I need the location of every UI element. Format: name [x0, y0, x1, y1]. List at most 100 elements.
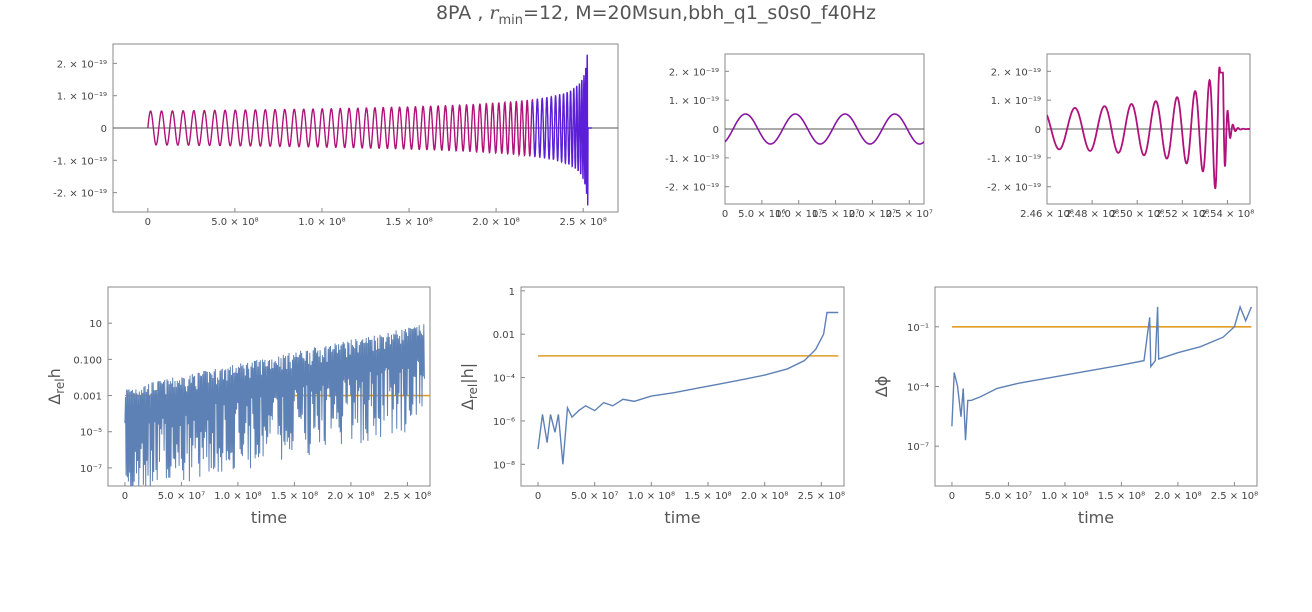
chart-relative-abs-h-error: 0 5.0 × 10⁷ 1.0 × 10⁸ 1.5 × 10⁸ 2.0 × 10⁸ 2.5…: [458, 286, 845, 527]
waveform-line: [1047, 66, 1250, 190]
x-tick-label: 5.0 × 10⁶: [738, 209, 785, 220]
x-tick-label: 1.0 × 10⁸: [298, 217, 345, 228]
x-tick-label: 5.0 × 10⁸: [211, 217, 258, 228]
error-line: [537, 311, 839, 465]
x-tick-label: 1.0 × 10⁸: [628, 491, 675, 502]
y-tick-label: 10⁻⁷: [80, 464, 102, 475]
x-tick-label: 1.5 × 10⁸: [271, 491, 318, 502]
x-tick-label: 2.52 × 10⁸: [1155, 209, 1209, 220]
x-tick-label: 2.5 × 10⁸: [1211, 491, 1258, 502]
waveform-line: [532, 94, 563, 164]
y-tick-label: 10⁻⁴: [493, 374, 515, 385]
waveform-line: [295, 108, 327, 148]
x-tick-label: 5.0 × 10⁷: [158, 491, 205, 502]
x-axis-label: time: [1078, 508, 1114, 527]
x-tick-label: 2.54 × 10⁸: [1201, 209, 1255, 220]
plot-frame: [934, 286, 1258, 487]
x-tick-label: 1.0 × 10⁸: [1041, 491, 1088, 502]
waveform-line: [354, 106, 386, 150]
plot-frame: [107, 286, 431, 487]
x-tick-label: 0: [949, 491, 955, 502]
y-tick-label: 0.01: [493, 330, 515, 341]
x-tick-label: 0: [122, 491, 128, 502]
x-tick-label: 5.0 × 10⁷: [985, 491, 1032, 502]
figure-title: 8PA , rmin=12, M=20Msun,bbh_q1_s0s0_f40H…: [435, 2, 877, 28]
x-tick-label: 1.5 × 10⁸: [385, 217, 432, 228]
x-tick-label: 2.46 × 10⁸: [1020, 209, 1074, 220]
waveform-line-2: [725, 113, 924, 145]
y-tick-label: 0: [713, 125, 719, 136]
waveform-line: [384, 106, 415, 150]
waveform-line: [472, 102, 504, 155]
waveform-line: [176, 109, 208, 147]
waveform-line: [206, 109, 238, 147]
y-tick-label: 2. × 10⁻¹⁹: [669, 67, 719, 78]
x-tick-label: 2.0 × 10⁷: [849, 209, 896, 220]
y-tick-label: -2. × 10⁻¹⁹: [987, 183, 1041, 194]
y-tick-label: 0.100: [73, 355, 102, 366]
y-tick-label: 1. × 10⁻¹⁹: [669, 96, 719, 107]
x-tick-label: 2.0 × 10⁸: [741, 491, 788, 502]
x-tick-label: 1.0 × 10⁸: [214, 491, 261, 502]
y-tick-label: 10⁻¹: [907, 323, 929, 334]
x-tick-label: 2.0 × 10⁸: [327, 491, 374, 502]
y-tick-label: 2. × 10⁻¹⁹: [57, 59, 107, 70]
x-tick-label: 1.0 × 10⁷: [775, 209, 822, 220]
waveform-line: [561, 54, 592, 206]
chart-phase-error: 0 5.0 × 10⁷ 1.0 × 10⁸ 1.5 × 10⁸ 2.0 × 10⁸ 2.5…: [872, 286, 1258, 527]
x-tick-label: 2.5 × 10⁸: [798, 491, 845, 502]
x-tick-label: 0: [145, 217, 151, 228]
x-tick-label: 2.50 × 10⁸: [1110, 209, 1164, 220]
y-tick-label: 2. × 10⁻¹⁹: [991, 67, 1041, 78]
x-tick-label: 1.5 × 10⁷: [812, 209, 859, 220]
error-line: [124, 324, 425, 486]
y-tick-label: 1. × 10⁻¹⁹: [991, 96, 1041, 107]
y-tick-label: -1. × 10⁻¹⁹: [53, 156, 107, 167]
x-tick-label: 1.5 × 10⁸: [684, 491, 731, 502]
x-tick-label: 1.5 × 10⁸: [1098, 491, 1145, 502]
x-tick-label: 2.5 × 10⁸: [559, 217, 606, 228]
y-tick-label: 1. × 10⁻¹⁹: [57, 92, 107, 103]
y-tick-label: -1. × 10⁻¹⁹: [665, 154, 719, 165]
error-line: [951, 304, 1253, 441]
x-tick-label: 2.0 × 10⁸: [472, 217, 519, 228]
y-tick-label: 0: [101, 124, 107, 135]
x-tick-label: 2.0 × 10⁸: [1154, 491, 1201, 502]
y-tick-label: 0: [1035, 125, 1041, 136]
y-tick-label: -2. × 10⁻¹⁹: [53, 189, 107, 200]
chart-relative-h-error: 0 5.0 × 10⁷ 1.0 × 10⁸ 1.5 × 10⁸ 2.0 × 10⁸ 2.5…: [45, 286, 431, 527]
x-tick-label: 2.5 × 10⁸: [384, 491, 431, 502]
x-tick-label: 2.48 × 10⁸: [1065, 209, 1119, 220]
x-tick-label: 0: [535, 491, 541, 502]
y-axis-label: Δrel|h|: [458, 363, 480, 410]
x-tick-label: 0: [722, 209, 728, 220]
y-tick-label: -1. × 10⁻¹⁹: [987, 154, 1041, 165]
x-tick-label: 2.5 × 10⁷: [886, 209, 933, 220]
y-tick-label: 10⁻⁶: [493, 417, 515, 428]
waveform-line: [265, 108, 297, 148]
y-tick-label: 10⁻⁷: [907, 442, 929, 453]
y-tick-label: 10⁻⁴: [907, 383, 929, 394]
y-tick-label: 1: [509, 287, 515, 298]
y-axis-label: Δrelh: [45, 368, 67, 404]
y-tick-label: 10⁻⁵: [80, 428, 102, 439]
waveform-line: [235, 109, 267, 147]
y-tick-label: 10⁻⁸: [493, 460, 515, 471]
x-tick-label: 5.0 × 10⁷: [571, 491, 618, 502]
x-axis-label: time: [251, 508, 287, 527]
y-tick-label: -2. × 10⁻¹⁹: [665, 183, 719, 194]
waveform-line: [324, 107, 356, 149]
waveform-line: [443, 103, 475, 153]
waveform-line: [413, 105, 445, 151]
chart-full-waveform: 0 5.0 × 10⁸ 1.0 × 10⁸ 1.5 × 10⁸ 2.0 × 10⁸ 2.5…: [53, 43, 619, 228]
plot-frame: [520, 286, 845, 487]
y-tick-label: 0.001: [73, 392, 102, 403]
y-axis-label: Δϕ: [872, 376, 891, 398]
x-axis-label: time: [664, 508, 700, 527]
waveform-line: [502, 98, 534, 158]
y-tick-label: 10: [89, 319, 102, 330]
waveform-line: [147, 110, 179, 146]
